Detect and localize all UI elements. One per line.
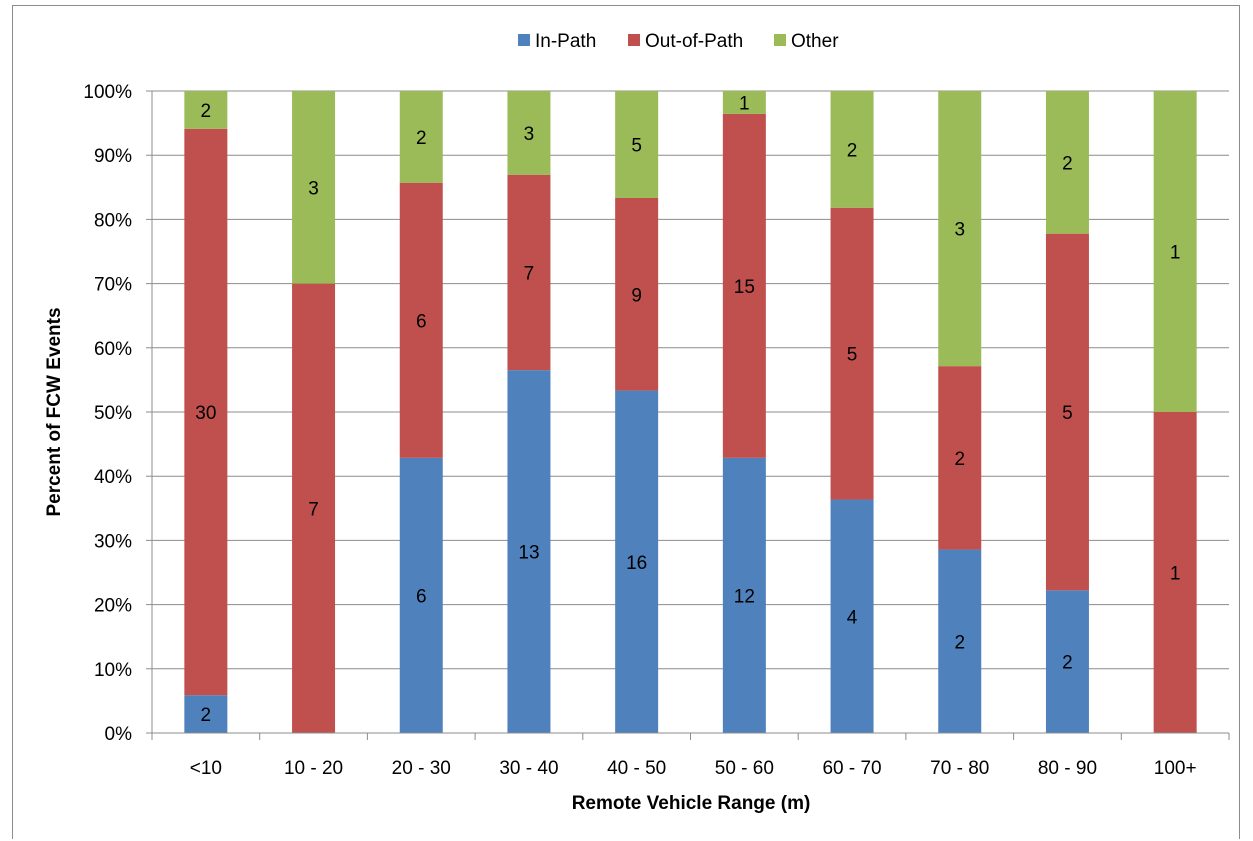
x-tick-label: 80 - 90	[1038, 758, 1097, 779]
data-label: 3	[954, 220, 965, 241]
bar-segment	[1153, 91, 1197, 412]
bar-segment	[938, 91, 982, 367]
data-label: 9	[631, 285, 642, 306]
y-tick-label: 70%	[94, 275, 132, 296]
data-label: 15	[734, 277, 755, 298]
bar-segment	[615, 91, 659, 198]
legend-swatch	[774, 34, 786, 46]
bar-segment	[1045, 590, 1089, 733]
data-label: 2	[847, 140, 858, 161]
y-tick-label: 80%	[94, 210, 132, 231]
data-label: 2	[201, 101, 212, 122]
data-label: 1	[1170, 564, 1181, 585]
data-label: 2	[1062, 653, 1073, 674]
legend-label: In-Path	[535, 31, 596, 52]
y-tick-label: 100%	[83, 82, 132, 103]
bar-segment	[938, 549, 982, 733]
bar-segment	[507, 370, 551, 733]
x-tick-label: 10 - 20	[284, 758, 343, 779]
bar-segment	[184, 91, 228, 129]
data-label: 5	[1062, 403, 1073, 424]
bar-segment	[292, 91, 336, 284]
y-tick-label: 30%	[94, 531, 132, 552]
data-label: 5	[631, 136, 642, 157]
legend-swatch	[518, 34, 530, 46]
data-label: 2	[416, 128, 427, 149]
data-label: 2	[1062, 153, 1073, 174]
x-tick-label: 70 - 80	[930, 758, 989, 779]
x-tick-label: 30 - 40	[499, 758, 558, 779]
data-label: 2	[201, 705, 212, 726]
bar-segment	[399, 182, 443, 458]
x-tick-labels: <10 10 - 20 20 - 30 30 - 40 40 - 50 50 - 60 60…	[190, 758, 1197, 779]
y-tick-label: 10%	[94, 660, 132, 681]
y-tick-labels: 0% 10% 20% 30% 40% 50% 60% 70% 80% 90% 100%	[83, 82, 132, 745]
data-label: 12	[734, 586, 755, 607]
bar-segment	[184, 128, 228, 696]
bar-segment	[830, 91, 874, 208]
legend-label: Other	[791, 31, 839, 52]
data-label: 7	[308, 499, 319, 520]
bar-segment	[292, 283, 336, 733]
data-label: 4	[847, 607, 858, 628]
bar-segment	[507, 91, 551, 175]
legend-label: Out-of-Path	[645, 31, 743, 52]
bar-segment	[722, 457, 766, 733]
x-tick-label: <10	[190, 758, 222, 779]
data-label: 2	[954, 632, 965, 653]
bar-segment	[1153, 412, 1197, 733]
y-tick-label: 90%	[94, 146, 132, 167]
bar-segment	[399, 457, 443, 733]
bar-segment	[722, 113, 766, 458]
x-tick-label: 40 - 50	[607, 758, 666, 779]
x-tick-label: 20 - 30	[392, 758, 451, 779]
bar-segment	[938, 366, 982, 550]
bar-segment	[184, 695, 228, 733]
data-label: 3	[308, 178, 319, 199]
data-label: 3	[524, 124, 535, 145]
data-label: 6	[416, 586, 427, 607]
y-tick-label: 60%	[94, 339, 132, 360]
y-axis-title: Percent of FCW Events	[44, 307, 65, 516]
bar-segment	[830, 499, 874, 733]
bar-segment	[722, 91, 766, 114]
x-tick-label: 50 - 60	[715, 758, 774, 779]
bar-segment	[507, 174, 551, 371]
bar-segment	[615, 390, 659, 733]
y-tick-label: 0%	[105, 724, 133, 745]
y-tick-label: 20%	[94, 596, 132, 617]
data-label: 5	[847, 345, 858, 366]
legend: In-Path Out-of-Path Other	[518, 31, 839, 52]
bars: 2 30 2 7 3 6 6 2 13 7 3 16 9 5 12 15 1 4 5 2 2 2 3 2 5 2 1 1	[184, 91, 1197, 733]
data-label: 30	[195, 403, 216, 424]
data-label: 6	[416, 311, 427, 332]
x-tick-label: 100+	[1154, 758, 1197, 779]
legend-swatch	[628, 34, 640, 46]
y-tick-label: 40%	[94, 467, 132, 488]
data-label: 2	[954, 449, 965, 470]
x-axis-title: Remote Vehicle Range (m)	[572, 793, 811, 814]
axes	[151, 91, 1230, 740]
data-label: 16	[626, 553, 647, 574]
y-tick-label: 50%	[94, 403, 132, 424]
data-label: 7	[524, 263, 535, 284]
bar-segment	[615, 198, 659, 391]
bar-segment	[1045, 233, 1089, 591]
data-label: 1	[1170, 243, 1181, 264]
data-label: 13	[518, 543, 539, 564]
data-label: 1	[739, 93, 750, 114]
bar-segment	[399, 91, 443, 183]
bar-segment	[830, 207, 874, 500]
x-tick-label: 60 - 70	[822, 758, 881, 779]
bar-segment	[1045, 91, 1089, 234]
